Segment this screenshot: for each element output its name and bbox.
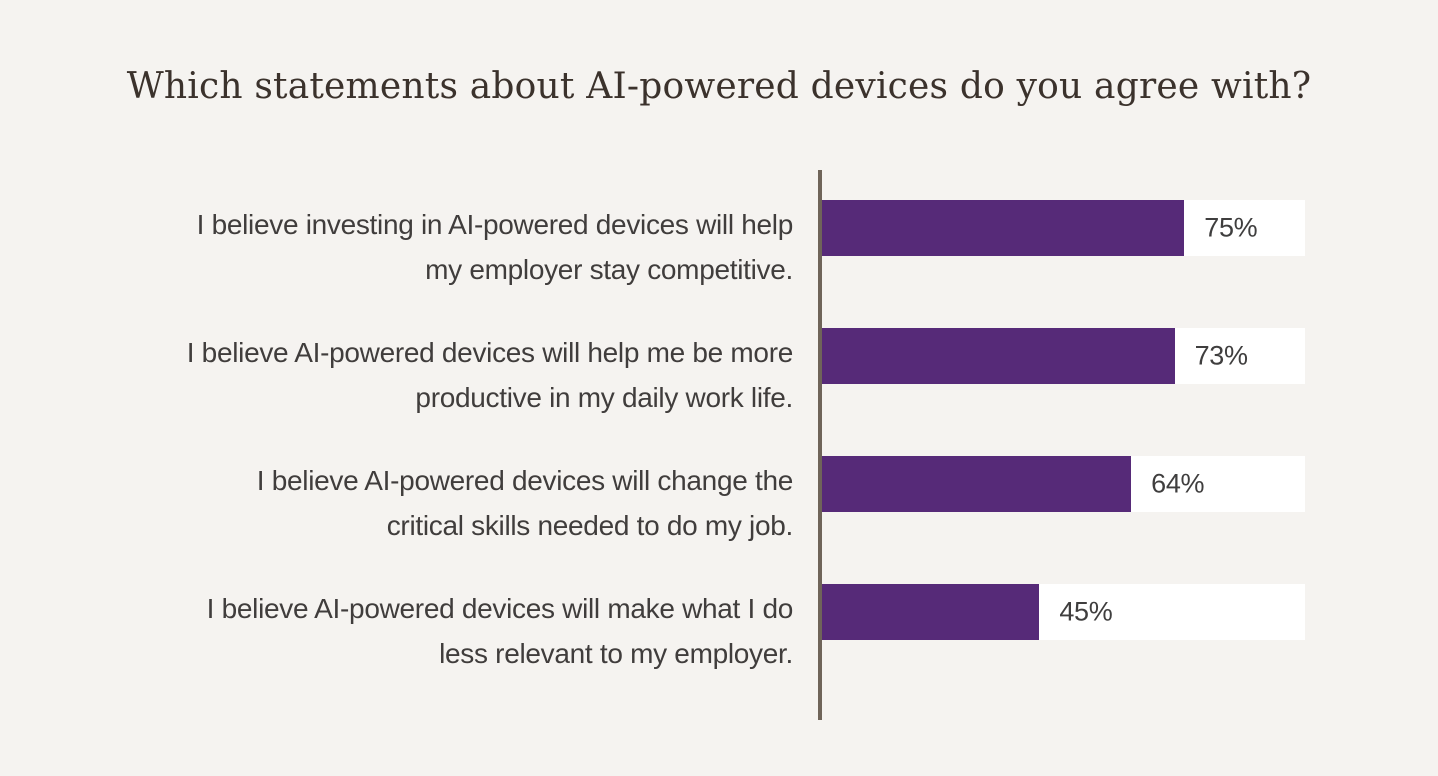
category-axis-line	[818, 170, 822, 720]
category-label-line: I believe AI-powered devices will help m…	[186, 337, 794, 368]
category-label: I believe AI-powered devices will change…	[0, 458, 818, 548]
category-label-line: I believe investing in AI-powered device…	[196, 209, 794, 240]
bar-fill	[822, 328, 1175, 384]
bar-value-label: 75%	[1204, 212, 1258, 243]
chart-title: Which statements about AI-powered device…	[126, 66, 1312, 107]
chart-row: I believe investing in AI-powered device…	[0, 200, 1438, 328]
chart-row: I believe AI-powered devices will make w…	[0, 584, 1438, 712]
bar-value-label: 64%	[1151, 468, 1205, 499]
bar-track: 64%	[822, 456, 1305, 512]
category-label-line: productive in my daily work life.	[415, 382, 793, 413]
chart-row: I believe AI-powered devices will help m…	[0, 328, 1438, 456]
category-label: I believe AI-powered devices will make w…	[0, 586, 818, 676]
bar-track: 45%	[822, 584, 1305, 640]
bar-track: 75%	[822, 200, 1305, 256]
bar-fill	[822, 200, 1185, 256]
category-label-line: my employer stay competitive.	[425, 254, 793, 285]
category-label-line: I believe AI-powered devices will change…	[256, 465, 794, 496]
category-label-line: less relevant to my employer.	[439, 638, 793, 669]
bar-fill	[822, 584, 1040, 640]
bar-value-label: 45%	[1059, 596, 1113, 627]
chart-rows: I believe investing in AI-powered device…	[0, 200, 1438, 712]
category-label: I believe AI-powered devices will help m…	[0, 330, 818, 420]
category-label-line: I believe AI-powered devices will make w…	[206, 593, 794, 624]
bar-fill	[822, 456, 1132, 512]
chart-row: I believe AI-powered devices will change…	[0, 456, 1438, 584]
category-label-line: critical skills needed to do my job.	[386, 510, 794, 541]
category-label: I believe investing in AI-powered device…	[0, 202, 818, 292]
bar-value-label: 73%	[1194, 340, 1248, 371]
bar-track: 73%	[822, 328, 1305, 384]
bar-chart: I believe investing in AI-powered device…	[0, 170, 1438, 720]
